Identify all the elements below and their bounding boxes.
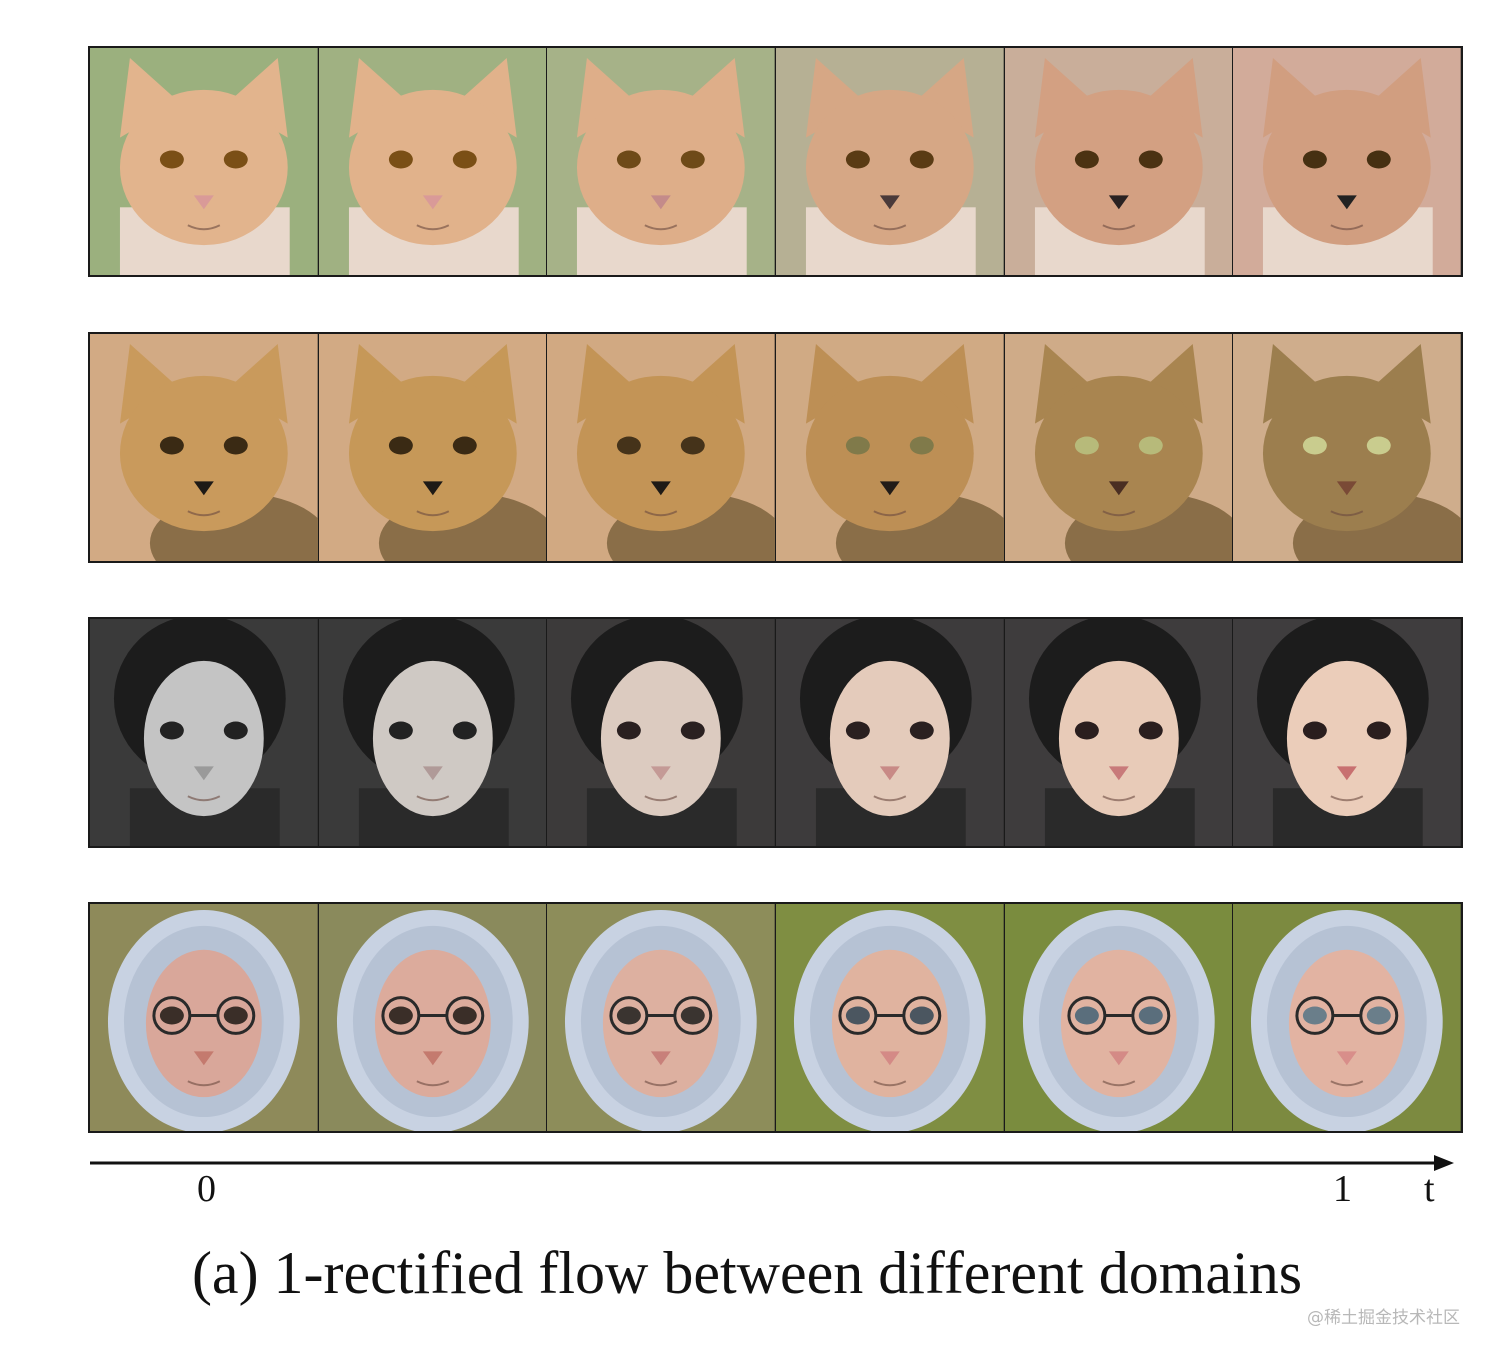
frame-image: [776, 619, 1005, 846]
frame-image: [1004, 334, 1234, 561]
frame-image: [1233, 48, 1462, 275]
frame-image: [1233, 334, 1462, 561]
frame-image: [1233, 904, 1462, 1131]
frame-image: [90, 48, 319, 275]
frame-image: [547, 48, 777, 275]
image-row-3: [88, 617, 1463, 848]
frame-image: [318, 334, 548, 561]
time-axis-arrow: [90, 1155, 1454, 1171]
frame-image: [1004, 48, 1234, 275]
frame-image: [318, 48, 548, 275]
frame-image: [318, 904, 548, 1131]
figure-caption: (a) 1-rectified flow between different d…: [191, 1240, 1303, 1306]
image-row-1: [88, 46, 1463, 277]
axis-start-label: 0: [197, 1168, 216, 1210]
frame-image: [90, 904, 319, 1131]
frame-image: [1004, 904, 1234, 1131]
frame-image: [318, 619, 548, 846]
frame-image: [1004, 619, 1234, 846]
frame-image: [776, 904, 1005, 1131]
image-row-2: [88, 332, 1463, 563]
frame-image: [90, 619, 319, 846]
frame-image: [90, 334, 319, 561]
image-row-4: [88, 902, 1463, 1133]
axis-end-label: 1: [1333, 1168, 1352, 1210]
axis-variable-label: t: [1424, 1168, 1435, 1210]
frame-image: [547, 904, 777, 1131]
frame-image: [776, 48, 1005, 275]
watermark: @稀土掘金技术社区: [1307, 1308, 1460, 1328]
frame-image: [776, 334, 1005, 561]
frame-image: [547, 334, 777, 561]
frame-image: [547, 619, 777, 846]
frame-image: [1233, 619, 1462, 846]
